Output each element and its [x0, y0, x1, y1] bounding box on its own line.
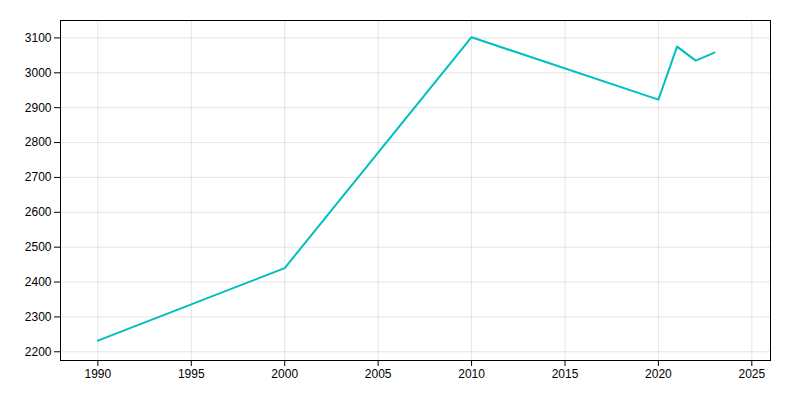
svg-text:2025: 2025 — [738, 367, 765, 381]
svg-text:2005: 2005 — [365, 367, 392, 381]
svg-text:2700: 2700 — [25, 170, 52, 184]
svg-text:2010: 2010 — [458, 367, 485, 381]
svg-text:1995: 1995 — [178, 367, 205, 381]
svg-text:2500: 2500 — [25, 240, 52, 254]
svg-text:2200: 2200 — [25, 345, 52, 359]
svg-text:3100: 3100 — [25, 31, 52, 45]
svg-text:2400: 2400 — [25, 275, 52, 289]
svg-text:2015: 2015 — [552, 367, 579, 381]
svg-text:3000: 3000 — [25, 66, 52, 80]
svg-text:2020: 2020 — [645, 367, 672, 381]
svg-text:1990: 1990 — [85, 367, 112, 381]
svg-text:2800: 2800 — [25, 135, 52, 149]
svg-text:2900: 2900 — [25, 101, 52, 115]
svg-text:2600: 2600 — [25, 205, 52, 219]
svg-text:2300: 2300 — [25, 310, 52, 324]
svg-text:2000: 2000 — [271, 367, 298, 381]
